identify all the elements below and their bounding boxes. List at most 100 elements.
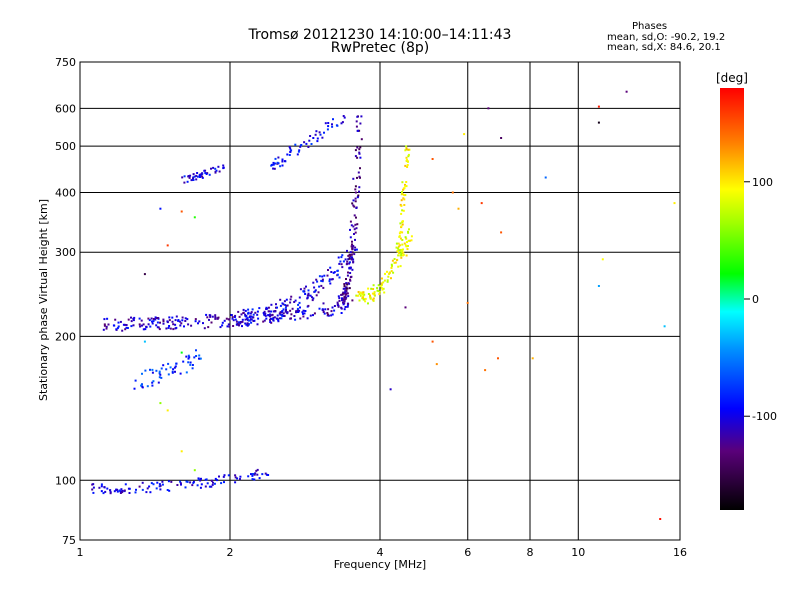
data-point [222,475,225,478]
data-point [351,268,354,271]
data-point [345,287,348,290]
data-point [233,316,236,318]
data-point [336,301,339,304]
data-point [354,223,357,226]
data-point [303,312,306,315]
data-point [397,242,400,245]
data-point [349,220,352,223]
data-point [193,216,196,219]
data-point [336,269,339,272]
data-point [406,241,408,244]
data-point [289,147,292,150]
data-point [351,251,354,254]
data-point [403,194,406,197]
data-point [255,469,258,472]
data-point [401,181,404,184]
data-point [155,369,158,372]
data-point [346,260,349,263]
data-point [390,270,393,273]
data-point [347,271,349,274]
data-point [265,317,268,320]
data-point [188,356,191,359]
data-point [349,236,352,239]
data-point [141,372,143,375]
data-point [265,473,268,476]
data-point [105,327,108,330]
data-point [140,384,143,387]
data-point [403,242,406,245]
data-point [305,142,308,145]
data-point [310,143,313,145]
data-point [393,261,396,264]
data-point [369,297,372,300]
data-point [386,280,389,283]
data-point [342,115,345,117]
data-point [242,308,245,311]
data-point [223,474,226,477]
data-point [234,318,237,321]
data-point [309,294,312,297]
data-point [263,310,266,313]
data-point [196,172,199,174]
data-point [244,313,247,316]
data-point [171,371,174,374]
data-point [297,311,300,313]
data-point [392,271,395,274]
data-point [324,308,327,311]
data-point [241,320,244,323]
data-point [358,190,360,193]
data-point [341,254,344,257]
data-point [352,199,355,202]
data-point [341,299,343,302]
data-point [133,387,136,390]
data-point [364,297,367,300]
data-point [263,313,266,316]
data-point [295,311,297,314]
data-point [198,174,201,177]
data-point [177,319,180,322]
data-point [369,296,372,299]
data-point [398,232,401,235]
data-point [311,299,314,302]
data-point [264,314,267,317]
data-point [124,328,127,331]
data-point [290,149,293,152]
colorbar [720,88,744,510]
data-point [321,275,324,278]
data-point [208,314,211,317]
data-point [212,166,215,169]
data-point [350,245,353,248]
data-point [214,477,217,480]
data-point [312,137,315,139]
data-point [304,293,307,295]
data-point [274,157,277,160]
data-point [92,486,95,489]
data-point [358,151,361,154]
data-point [174,365,177,368]
data-point [299,306,301,309]
data-point [404,194,407,196]
data-point [404,236,407,239]
data-point [159,373,162,376]
data-point [239,475,242,478]
data-point [357,194,360,197]
data-point [190,324,193,327]
data-point [347,254,350,257]
data-point [197,322,199,325]
data-point [337,256,340,259]
data-point [244,322,247,325]
data-point [186,318,189,321]
data-point [327,313,329,316]
data-point [195,355,198,357]
data-point [277,156,280,159]
data-point [347,303,350,305]
data-point [403,198,406,201]
data-point [168,325,171,327]
data-point [276,161,279,164]
data-point [401,220,404,223]
data-point [358,299,361,302]
data-point [373,291,376,294]
data-point [327,125,330,128]
data-point [103,486,106,489]
